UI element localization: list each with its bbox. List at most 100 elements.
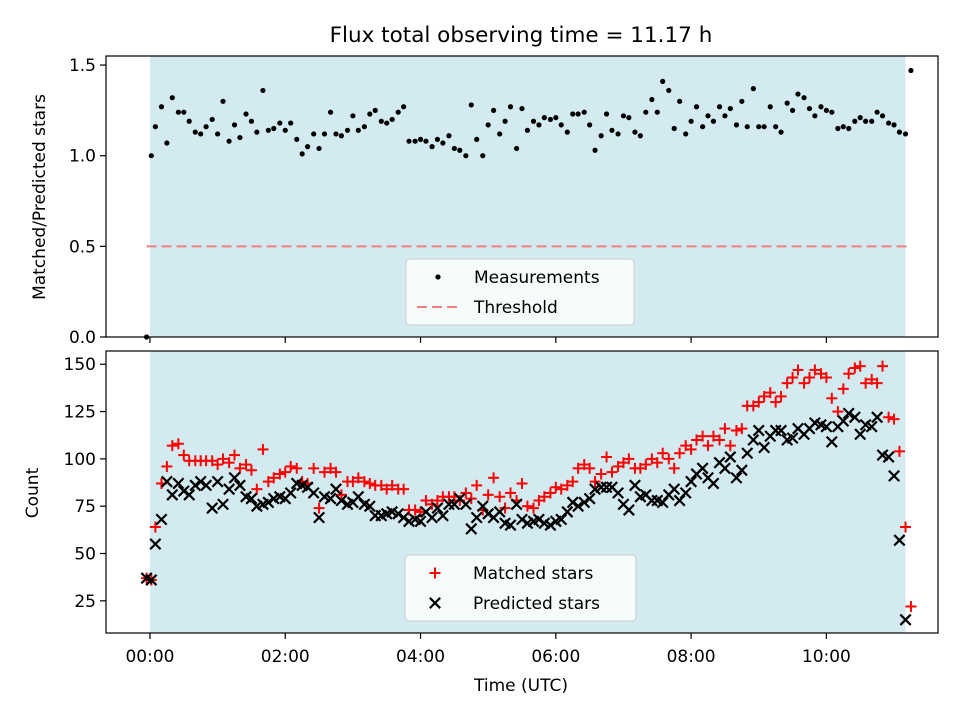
matched-star-point	[494, 491, 506, 503]
measurement-point	[192, 129, 198, 135]
measurement-point	[378, 118, 384, 124]
matched-star-point	[482, 489, 494, 501]
predicted-star-point	[583, 492, 596, 505]
predicted-star-point	[233, 479, 246, 492]
cross-marker-b	[882, 451, 895, 463]
cross-marker-b	[583, 492, 596, 505]
cross-marker-b	[617, 498, 630, 511]
matched-star-point	[229, 449, 241, 461]
measurement-point	[372, 107, 378, 113]
matched-star-point	[352, 472, 364, 484]
predicted-star-point	[566, 496, 579, 509]
measurement-point	[463, 153, 469, 159]
matched-star-point	[860, 377, 872, 389]
matched-star-point	[601, 451, 613, 463]
measurement-point	[434, 136, 441, 142]
measurement-point	[666, 87, 672, 94]
predicted-star-point	[307, 486, 320, 499]
matched-star-point	[871, 377, 883, 389]
measurement-point	[321, 131, 328, 137]
matched-star-point	[516, 477, 528, 489]
measurement-point	[282, 127, 288, 133]
matched-star-point	[166, 440, 178, 452]
matched-star-point	[240, 459, 252, 471]
measurement-point	[649, 96, 655, 103]
predicted-star-point	[465, 522, 478, 535]
predicted-star-point	[532, 513, 545, 526]
measurement-point	[643, 109, 649, 115]
matched-star-point	[584, 462, 596, 474]
cross-marker-b	[516, 513, 528, 526]
legend-predicted-marker	[429, 597, 441, 609]
predicted-star-point	[414, 515, 427, 528]
measurement-point	[789, 107, 796, 113]
measurement-point	[620, 113, 627, 119]
cross-marker-b	[639, 488, 652, 501]
top-ytick-label: 1.0	[69, 147, 96, 167]
predicted-star-point	[160, 475, 173, 488]
measurement-point	[384, 120, 390, 126]
cross-marker-b	[172, 477, 185, 490]
measurement-point	[558, 122, 564, 128]
predicted-star-point	[189, 479, 202, 492]
measurement-point	[338, 133, 344, 139]
cross-marker-b	[290, 477, 303, 490]
predicted-star-point	[397, 511, 410, 524]
predicted-star-point	[476, 500, 489, 513]
measurement-points	[143, 67, 914, 340]
matched-star-point	[651, 457, 663, 469]
cross-marker-b	[296, 479, 309, 492]
predicted-star-point	[431, 502, 444, 515]
measurement-point	[767, 104, 773, 110]
top-ytick-label: 0.0	[69, 328, 96, 348]
matched-star-point	[849, 362, 861, 374]
predicted-star-point	[504, 519, 517, 532]
cross-marker-b	[140, 572, 153, 585]
bottom-ytick-label: 75	[74, 497, 96, 517]
measurement-point	[553, 115, 559, 121]
measurement-point	[592, 147, 598, 153]
matched-star-point	[313, 502, 325, 514]
cross-marker-b	[409, 513, 422, 526]
cross-marker-b	[735, 464, 748, 477]
cross-marker-b	[363, 500, 376, 513]
cross-marker-b	[510, 498, 523, 511]
measurement-point	[829, 109, 835, 115]
legend-measurements-label: Measurements	[474, 268, 600, 288]
cross-marker-b	[871, 411, 884, 424]
cross-marker-b	[228, 471, 241, 484]
matched-star-point	[527, 502, 539, 514]
predicted-star-point	[155, 513, 168, 526]
matched-star-point	[877, 360, 889, 372]
measurement-point	[490, 107, 497, 113]
cross-marker-b	[612, 486, 625, 499]
cross-marker-b	[859, 418, 872, 431]
measurement-point	[874, 109, 880, 115]
predicted-star-point	[572, 500, 585, 513]
measurement-point	[304, 144, 311, 150]
matched-star-point	[736, 423, 748, 435]
measurement-point	[474, 136, 480, 142]
matched-star-point	[217, 453, 229, 465]
cross-marker-b	[685, 475, 698, 488]
cross-marker-b	[245, 492, 258, 505]
cross-marker-b	[532, 513, 545, 526]
predicted-star-point	[622, 504, 635, 516]
predicted-star-point	[206, 502, 219, 515]
predicted-star-point	[786, 432, 799, 445]
measurement-point	[440, 140, 446, 146]
measurement-point	[863, 118, 869, 124]
cross-marker-b	[815, 418, 827, 431]
measurement-point	[857, 115, 863, 121]
predicted-star-point	[510, 498, 523, 511]
bottom-xtick-label: 04:00	[396, 647, 445, 667]
cross-marker-b	[538, 517, 551, 530]
matched-star-point	[285, 460, 297, 472]
cross-marker-b	[792, 422, 804, 435]
matched-star-point	[291, 462, 303, 474]
measurement-point	[710, 118, 717, 124]
measurement-point	[812, 113, 818, 119]
cross-marker-b	[183, 488, 196, 501]
matched-star-point	[883, 411, 895, 423]
measurement-point	[186, 118, 192, 124]
